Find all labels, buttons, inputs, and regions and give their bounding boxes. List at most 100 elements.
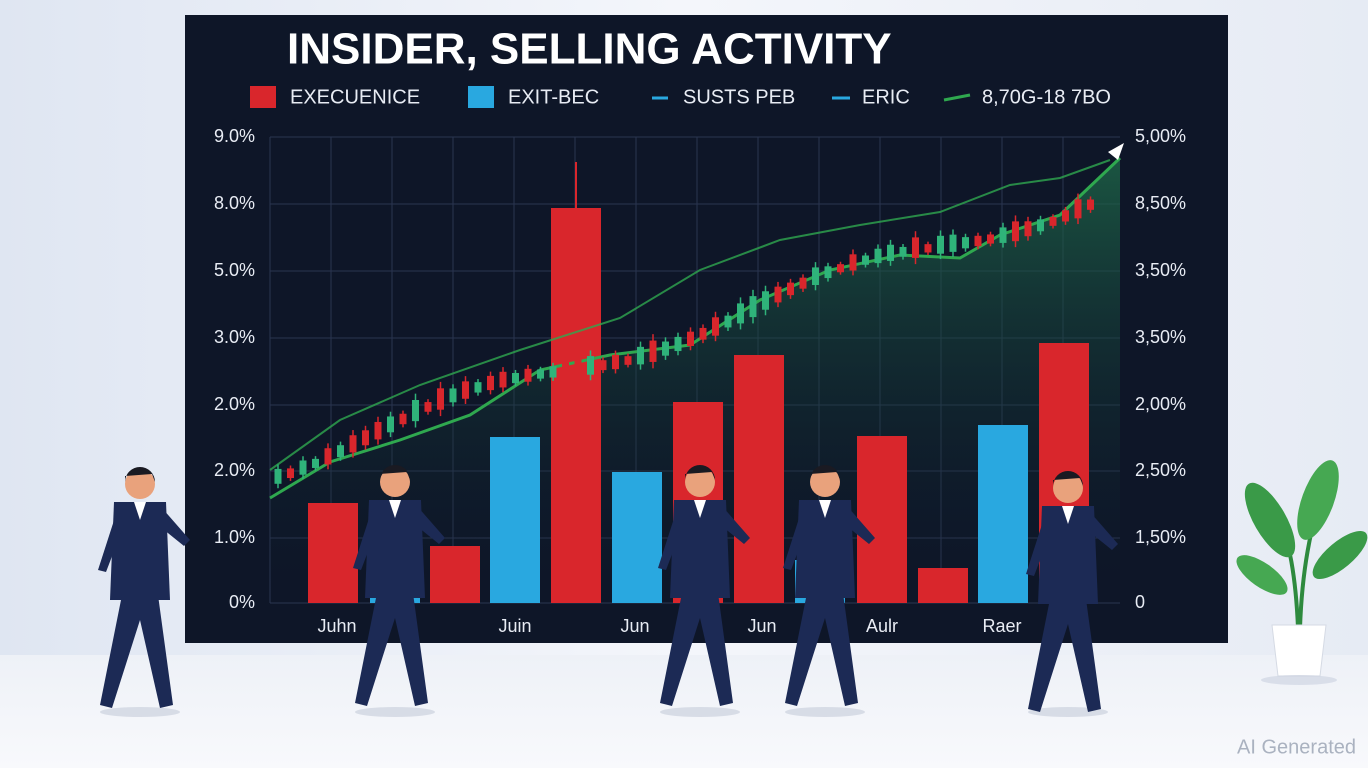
left-axis-label: 2.0%	[214, 460, 255, 480]
right-axis-label: 3,50%	[1135, 260, 1186, 280]
candle-body	[862, 255, 869, 265]
candle-body	[324, 448, 332, 465]
person-arm	[1026, 512, 1052, 576]
person-hair	[685, 465, 715, 480]
candle-body	[649, 340, 657, 362]
candle-body	[687, 331, 694, 346]
person-legs	[660, 593, 733, 706]
person-hair	[125, 467, 155, 482]
candle-body	[274, 468, 282, 484]
person-body	[670, 500, 730, 598]
candle-body	[749, 296, 757, 318]
person-shadow	[100, 707, 180, 717]
trend-arrow	[1108, 143, 1124, 160]
candle-body	[412, 399, 419, 422]
bar	[918, 568, 968, 603]
candle-body	[512, 372, 519, 384]
x-axis-label: Juhn	[317, 616, 356, 636]
right-axis-label: 2,50%	[1135, 460, 1186, 480]
bar	[734, 355, 784, 603]
person-collar	[819, 500, 831, 518]
person-legs	[785, 593, 858, 706]
candle-body	[737, 303, 744, 324]
candle-body	[399, 413, 407, 425]
person-legs	[1028, 599, 1101, 712]
person-collar	[134, 502, 146, 520]
candle-body	[824, 266, 832, 279]
bar	[551, 208, 601, 603]
right-axis-label: 0	[1135, 592, 1145, 612]
candle-body	[962, 237, 969, 249]
person-arm	[158, 508, 190, 546]
candle-body	[762, 291, 769, 310]
person-arm	[98, 508, 124, 572]
left-axis-label: 1.0%	[214, 527, 255, 547]
candle-body	[624, 356, 632, 365]
candle-body	[1037, 219, 1044, 232]
person-arm	[413, 506, 445, 544]
candle-body	[537, 369, 544, 379]
candle-body	[699, 327, 707, 340]
candle-body	[724, 315, 732, 328]
x-axis-label: Raer	[982, 616, 1021, 636]
person	[98, 467, 190, 717]
legend: EXECUENICE EXIT-BEC SUSTS PEB ERIC 8,70G…	[250, 86, 1111, 108]
legend-swatch	[468, 86, 494, 108]
legend-line	[943, 93, 971, 102]
x-axis-label: Jun	[620, 616, 649, 636]
person	[353, 465, 445, 717]
person-hair	[1053, 471, 1083, 486]
candle-body	[674, 336, 682, 352]
person-arm	[1086, 512, 1118, 550]
candle-body	[899, 246, 907, 257]
legend-label: EXECUENICE	[290, 86, 420, 108]
left-axis-label: 5.0%	[214, 260, 255, 280]
candle-body	[1049, 216, 1057, 226]
candle-body	[837, 264, 844, 273]
bar	[490, 437, 540, 603]
trend-area	[270, 158, 1120, 603]
candle-body	[437, 388, 444, 410]
legend-label: ERIC	[862, 86, 910, 108]
person	[1026, 471, 1118, 717]
person-collar	[1062, 506, 1074, 524]
candle-body	[712, 317, 719, 336]
bar	[978, 425, 1028, 603]
person-head	[1053, 473, 1083, 503]
person-body	[365, 500, 425, 598]
candle-body	[1087, 199, 1094, 210]
candle-body	[524, 368, 532, 382]
right-axis-label: 2,00%	[1135, 394, 1186, 414]
candle-body	[949, 234, 957, 252]
candle-body	[424, 402, 432, 412]
legend-swatch	[250, 86, 276, 108]
person-arm	[718, 506, 750, 544]
candle-body	[487, 375, 494, 391]
plant	[1236, 460, 1368, 685]
candle-body	[1012, 221, 1019, 242]
candle-body	[887, 244, 894, 261]
candle-body	[974, 235, 982, 247]
right-axis-label: 8,50%	[1135, 193, 1186, 213]
candle-body	[549, 366, 557, 378]
candle-body	[987, 234, 994, 244]
person	[658, 465, 750, 717]
right-axis-label: 5,00%	[1135, 126, 1186, 146]
person-shadow	[355, 707, 435, 717]
title: INSIDER, SELLING ACTIVITY	[287, 25, 892, 74]
left-axis-label: 3.0%	[214, 327, 255, 347]
candle-body	[812, 267, 819, 286]
candle-body	[374, 421, 382, 440]
candle-body	[637, 346, 644, 365]
candle-body	[599, 360, 607, 371]
bar	[308, 503, 358, 603]
candle-body	[924, 244, 932, 253]
candle-body	[299, 460, 307, 475]
candle-body	[287, 468, 294, 479]
candle-body	[499, 371, 507, 388]
candle-body	[799, 277, 807, 289]
candle-body	[849, 254, 857, 271]
candle-body	[612, 354, 619, 370]
candle-body	[1024, 221, 1032, 237]
person-body	[1038, 506, 1098, 604]
